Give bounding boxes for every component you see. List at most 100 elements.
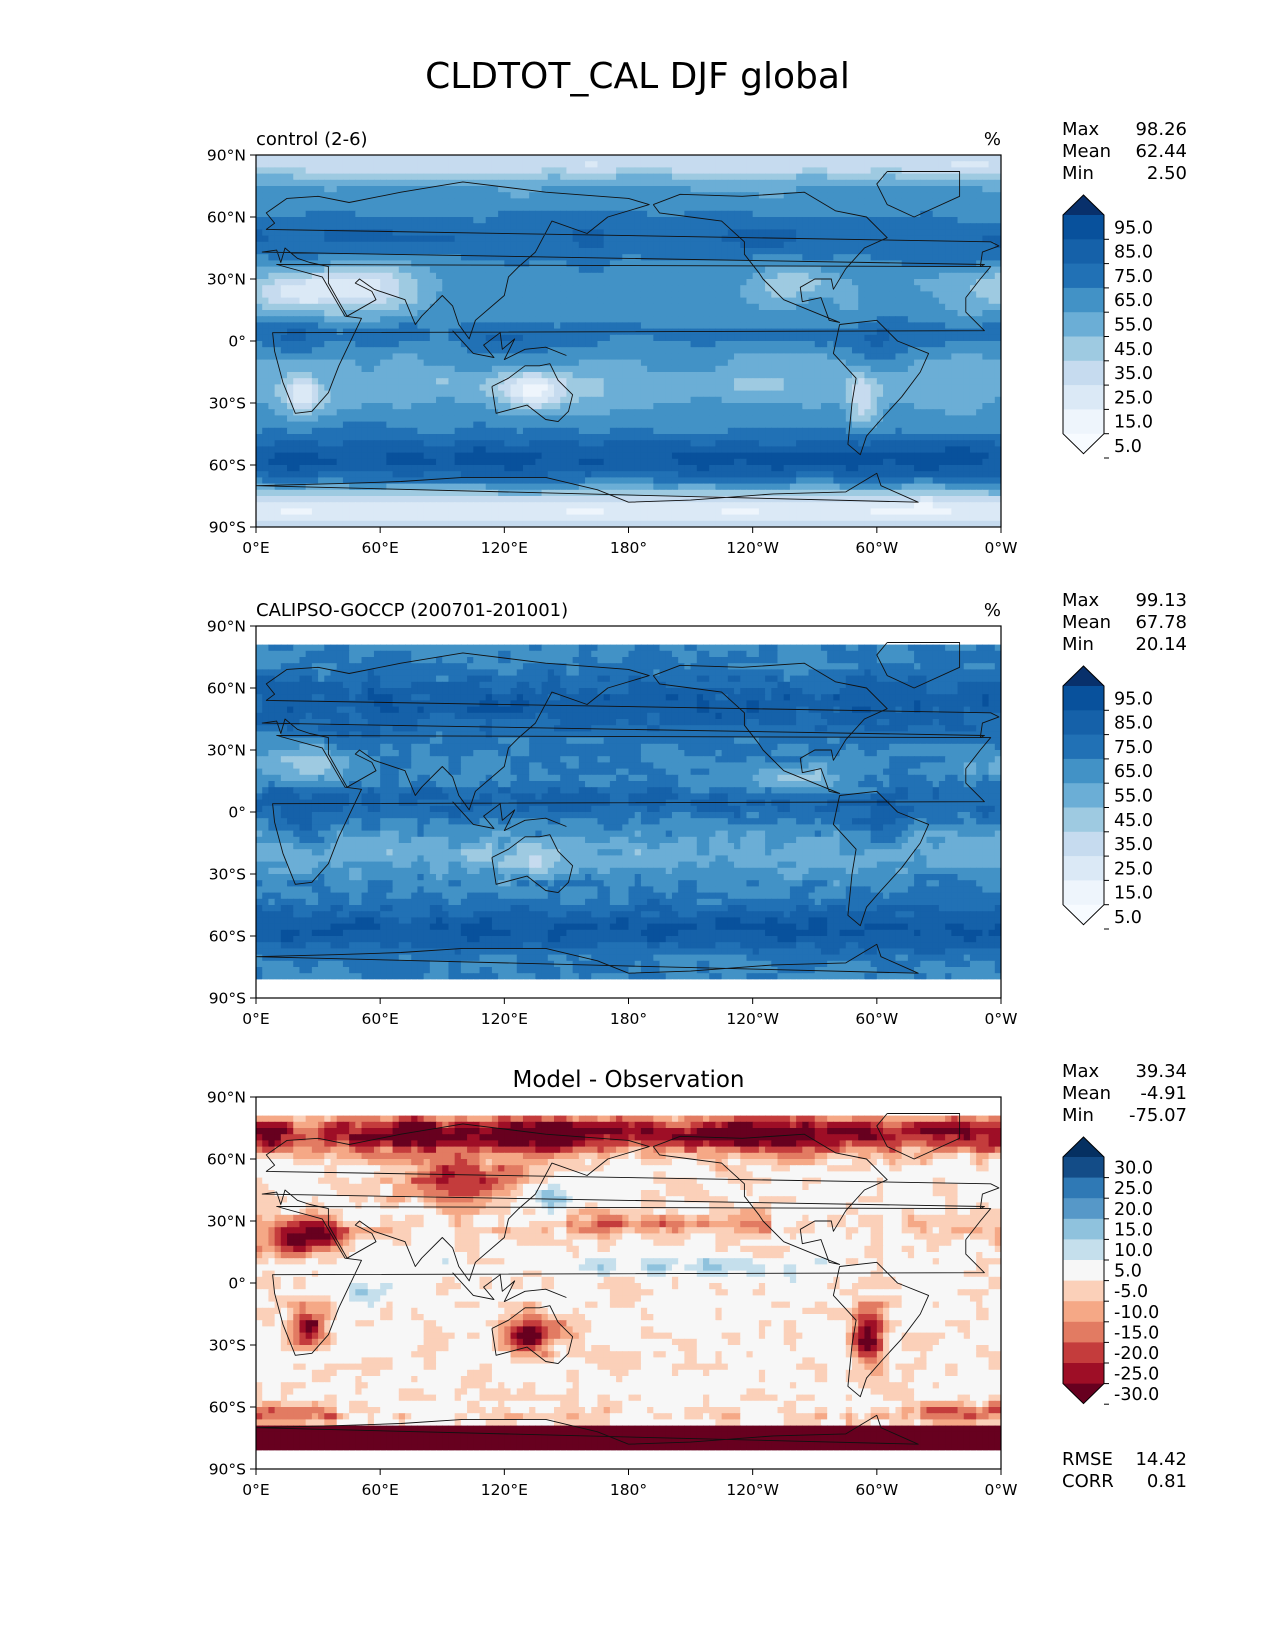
colorbar-segment [1063, 710, 1104, 736]
map-panel-3: Model - Observation 0°E 60°E 120°E 180° 120°W… [207, 1061, 1187, 1499]
stat-label: Min [1062, 1105, 1094, 1126]
x-tick-label: 0°E [242, 1481, 269, 1499]
stat-value: -75.07 [1129, 1105, 1187, 1126]
colorbar-segment [1063, 1218, 1104, 1240]
y-tick-label: 30°N [207, 1213, 246, 1231]
x-tick-label: 180° [610, 539, 647, 557]
y-tick-label: 0° [228, 1275, 246, 1293]
stat-value: 20.14 [1135, 634, 1187, 655]
colorbar-tick-label: 5.0 [1114, 437, 1142, 457]
colorbar-segment [1063, 1198, 1104, 1220]
colorbar-segment [1063, 758, 1104, 784]
colorbar-segment [1063, 239, 1104, 265]
y-tick-label: 60°N [207, 1151, 246, 1169]
metric-label: RMSE [1062, 1449, 1113, 1470]
x-tick-label: 120°W [726, 539, 779, 557]
colorbar-tick-label: 20.0 [1114, 1200, 1153, 1220]
stat-label: Max [1062, 119, 1100, 140]
stat-value: -4.91 [1140, 1083, 1187, 1104]
y-tick-label: 60°N [207, 680, 246, 698]
colorbar-segment [1063, 1157, 1104, 1179]
panel-units: % [984, 600, 1001, 621]
colorbar-tick-label: 75.0 [1114, 267, 1153, 287]
y-tick-label: 90°S [209, 1461, 246, 1479]
colorbar-segment [1063, 409, 1104, 435]
panel-title: control (2-6) [256, 129, 368, 150]
colorbar-tick-label: 25.0 [1114, 1179, 1153, 1199]
colorbar-segment [1063, 856, 1104, 881]
colorbar-tick-label: 95.0 [1114, 218, 1153, 238]
colorbar-segment [1063, 1301, 1104, 1323]
colorbar-segment [1063, 734, 1104, 760]
x-tick-label: 0°W [985, 539, 1018, 557]
x-tick-label: 120°E [481, 1010, 528, 1028]
colorbar-segment [1063, 360, 1104, 386]
colorbar-tick-label: 25.0 [1114, 859, 1153, 879]
colorbar-tick-label: 25.0 [1114, 388, 1153, 408]
y-tick-label: 30°S [209, 395, 246, 413]
y-tick-label: 30°N [207, 271, 246, 289]
x-tick-label: 60°E [362, 539, 399, 557]
x-tick-label: 180° [610, 1010, 647, 1028]
x-tick-label: 120°E [481, 539, 528, 557]
colorbar-segment [1063, 686, 1104, 711]
colorbar-tick-label: 85.0 [1114, 714, 1153, 734]
x-tick-label: 60°W [855, 1481, 898, 1499]
stat-label: Mean [1062, 1083, 1111, 1104]
stat-value: 99.13 [1135, 590, 1187, 611]
colorbar-tick-label: -25.0 [1114, 1365, 1159, 1385]
colorbar-extend-bottom [1063, 904, 1104, 925]
colorbar-tick-label: 45.0 [1114, 340, 1153, 360]
x-tick-label: 120°W [726, 1481, 779, 1499]
x-tick-label: 60°W [855, 539, 898, 557]
colorbar-segment [1063, 312, 1104, 337]
colorbar-tick-label: 5.0 [1114, 908, 1142, 928]
colorbar: 95.0 85.0 75.0 65.0 55.0 45.0 35.0 25.0 15.0 5.0 [1062, 194, 1153, 459]
colorbar-segment [1063, 1177, 1104, 1199]
metric-value: 0.81 [1147, 1471, 1187, 1492]
x-tick-label: 60°E [362, 1010, 399, 1028]
colorbar-segment [1063, 215, 1104, 240]
y-tick-label: 60°S [209, 928, 246, 946]
colorbar-segment [1063, 385, 1104, 410]
x-tick-label: 0°W [985, 1010, 1018, 1028]
colorbar-tick-label: 55.0 [1114, 787, 1153, 807]
colorbar-tick-label: 35.0 [1114, 364, 1153, 384]
x-tick-label: 120°W [726, 1010, 779, 1028]
colorbar-tick-label: 95.0 [1114, 689, 1153, 709]
stat-label: Max [1062, 1061, 1100, 1082]
y-tick-label: 30°S [209, 1337, 246, 1355]
x-tick-label: 180° [610, 1481, 647, 1499]
colorbar-extend-top [1063, 195, 1104, 215]
colorbar-segment [1063, 880, 1104, 906]
colorbar-tick-label: -5.0 [1114, 1282, 1148, 1302]
stat-label: Min [1062, 163, 1094, 184]
coastlines [256, 642, 1000, 974]
colorbar-tick-label: -20.0 [1114, 1344, 1159, 1364]
field-cells [256, 1097, 1001, 1469]
colorbar-tick-label: 45.0 [1114, 811, 1153, 831]
coastlines [256, 171, 1000, 503]
stat-value: 67.78 [1135, 612, 1187, 633]
colorbar-segment [1063, 783, 1104, 808]
colorbar-tick-label: 15.0 [1114, 884, 1153, 904]
colorbar-segment [1063, 1260, 1104, 1282]
colorbar-tick-label: 5.0 [1114, 1262, 1142, 1282]
stat-label: Max [1062, 590, 1100, 611]
coastlines [256, 1113, 1000, 1445]
panel-title: CALIPSO-GOCCP (200701-201001) [256, 600, 568, 621]
panel-title: Model - Observation [512, 1067, 744, 1093]
x-tick-label: 0°E [242, 1010, 269, 1028]
colorbar-tick-label: 65.0 [1114, 291, 1153, 311]
colorbar-tick-label: 15.0 [1114, 413, 1153, 433]
y-tick-label: 0° [228, 333, 246, 351]
colorbar-tick-label: 75.0 [1114, 738, 1153, 758]
colorbar-tick-label: -15.0 [1114, 1323, 1159, 1343]
colorbar-segment [1063, 1363, 1104, 1385]
y-tick-label: 0° [228, 804, 246, 822]
y-tick-label: 90°N [207, 147, 246, 165]
map-panel-2: CALIPSO-GOCCP (200701-201001) % 0°E 60°E 120… [207, 590, 1187, 1028]
colorbar-tick-label: 55.0 [1114, 316, 1153, 336]
x-tick-label: 60°W [855, 1010, 898, 1028]
colorbar-segment [1063, 1239, 1104, 1261]
